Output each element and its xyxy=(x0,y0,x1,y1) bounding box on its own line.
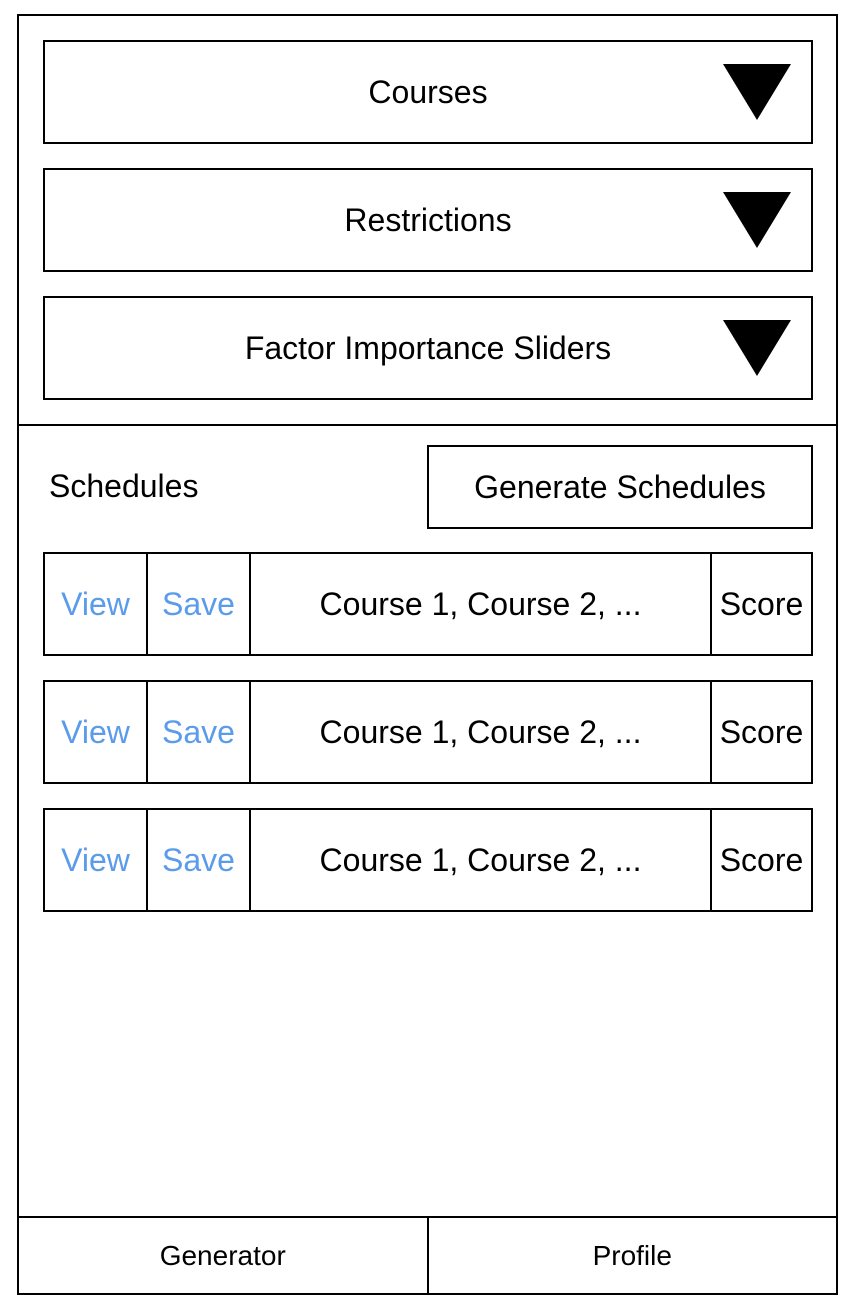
schedule-courses: Course 1, Course 2, ... xyxy=(251,682,712,782)
caret-down-icon xyxy=(723,64,791,120)
factor-importance-sliders-dropdown-label: Factor Importance Sliders xyxy=(244,329,612,366)
nav-tab-generator[interactable]: Generator xyxy=(159,1239,286,1271)
schedule-score: Score xyxy=(719,585,804,622)
schedule-row: View Save Course 1, Course 2, ... Score xyxy=(43,552,813,656)
schedule-row: View Save Course 1, Course 2, ... Score xyxy=(43,808,813,912)
view-link[interactable]: View xyxy=(45,682,148,782)
view-link[interactable]: View xyxy=(45,554,148,654)
courses-dropdown[interactable]: Courses xyxy=(43,40,813,144)
save-link[interactable]: Save xyxy=(148,682,251,782)
bottom-nav: Generator Profile xyxy=(19,1216,836,1293)
save-link[interactable]: Save xyxy=(148,810,251,910)
generate-schedules-button[interactable]: Generate Schedules xyxy=(427,445,813,529)
caret-down-icon xyxy=(723,320,791,376)
schedule-score: Score xyxy=(719,713,804,750)
schedule-courses: Course 1, Course 2, ... xyxy=(251,810,712,910)
nav-tab-profile[interactable]: Profile xyxy=(426,1218,837,1293)
schedules-heading: Schedules xyxy=(49,468,199,504)
app-frame: Courses Restrictions Factor Importance S… xyxy=(17,14,838,1295)
view-link[interactable]: View xyxy=(45,810,148,910)
restrictions-dropdown-label: Restrictions xyxy=(344,201,512,238)
factor-importance-sliders-dropdown[interactable]: Factor Importance Sliders xyxy=(43,296,813,400)
courses-dropdown-label: Courses xyxy=(368,73,488,110)
section-divider xyxy=(19,424,836,426)
restrictions-dropdown[interactable]: Restrictions xyxy=(43,168,813,272)
schedule-courses: Course 1, Course 2, ... xyxy=(251,554,712,654)
save-link[interactable]: Save xyxy=(148,554,251,654)
schedule-score: Score xyxy=(719,841,804,878)
caret-down-icon xyxy=(723,192,791,248)
schedule-row: View Save Course 1, Course 2, ... Score xyxy=(43,680,813,784)
